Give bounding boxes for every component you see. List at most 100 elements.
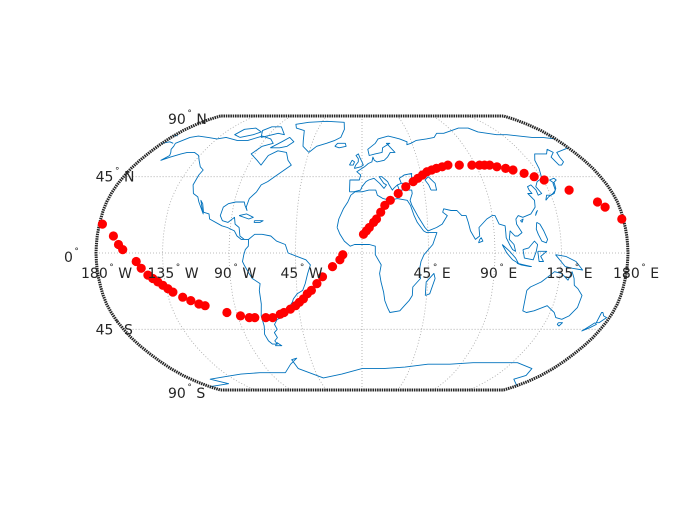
track-point: [371, 214, 382, 224]
coastline: [522, 240, 539, 261]
svg-text:90: 90: [168, 386, 186, 402]
svg-text:°: °: [233, 263, 238, 273]
track-point: [222, 307, 232, 318]
coastline: [349, 159, 355, 166]
svg-text:90: 90: [168, 112, 186, 128]
svg-text:W: W: [118, 266, 132, 282]
svg-text:S: S: [124, 322, 133, 338]
coastline: [537, 250, 548, 262]
track-point: [186, 296, 196, 306]
track-point: [501, 163, 511, 173]
svg-text:W: W: [309, 266, 323, 282]
coastline: [260, 126, 285, 138]
grid-label: 45 ° W: [281, 263, 323, 282]
svg-text:135: 135: [148, 266, 175, 282]
track-point: [136, 263, 146, 273]
track-point: [261, 313, 271, 323]
track-point: [539, 175, 549, 185]
track-point: [338, 250, 348, 260]
track-point: [385, 195, 395, 205]
coastline: [555, 254, 584, 271]
coastline: [516, 262, 532, 268]
track-point: [617, 214, 627, 224]
svg-text:°: °: [187, 109, 192, 119]
track-point: [401, 182, 411, 192]
svg-text:°: °: [300, 263, 305, 273]
track-point: [376, 207, 386, 217]
coastline: [424, 272, 436, 296]
track-point: [317, 272, 328, 282]
grid-label: 180 ° E: [613, 263, 659, 282]
svg-text:°: °: [74, 247, 79, 257]
svg-text:E: E: [584, 266, 593, 282]
track-point: [600, 202, 610, 212]
svg-text:°: °: [115, 319, 120, 329]
track-point: [200, 301, 210, 311]
coastline: [173, 134, 178, 137]
grid-label: 90 ° S: [168, 383, 205, 402]
svg-text:°: °: [433, 263, 438, 273]
track-point: [312, 279, 322, 289]
coastline: [160, 135, 292, 240]
svg-text:45: 45: [96, 170, 114, 186]
svg-text:S: S: [196, 386, 205, 402]
svg-text:N: N: [124, 170, 134, 186]
coastline: [581, 322, 597, 332]
coastline: [545, 177, 557, 201]
svg-text:°: °: [575, 263, 580, 273]
meridian-line: [162, 115, 256, 391]
track-point: [327, 262, 338, 272]
track-point: [235, 311, 246, 321]
coastline: [275, 342, 283, 347]
track-point: [485, 160, 495, 170]
coastline: [535, 222, 549, 244]
grid-label: 45 ° S: [96, 319, 133, 338]
track-point: [118, 245, 128, 255]
track-point: [467, 160, 477, 170]
coastline: [349, 147, 569, 252]
track-point: [564, 185, 574, 195]
svg-text:°: °: [176, 263, 181, 273]
coastline: [242, 233, 311, 345]
svg-text:90: 90: [214, 266, 232, 282]
svg-text:45: 45: [96, 322, 114, 338]
meridian-line: [432, 115, 496, 391]
grid-label: 90 ° N: [168, 109, 207, 128]
map-frame: [94, 114, 630, 392]
svg-text:90: 90: [480, 266, 498, 282]
svg-text:°: °: [187, 383, 192, 393]
svg-text:E: E: [508, 266, 517, 282]
track-point: [592, 197, 603, 207]
svg-text:45: 45: [414, 266, 432, 282]
track-point: [97, 219, 107, 229]
coastline: [253, 220, 264, 223]
coastline: [295, 120, 345, 153]
svg-text:°: °: [641, 263, 646, 273]
grid-label: 90 ° W: [214, 263, 256, 282]
svg-text:°: °: [115, 167, 120, 177]
coastline: [334, 142, 347, 149]
coastlines: [160, 120, 608, 388]
coastline: [349, 127, 556, 192]
grid-label: 90 ° E: [480, 263, 517, 282]
track-point: [454, 160, 464, 170]
coastline: [556, 322, 563, 327]
track-point: [519, 168, 529, 178]
coastline: [238, 213, 254, 220]
coastline: [270, 136, 295, 149]
grid-label: 180 ° W: [81, 263, 132, 282]
svg-text:W: W: [185, 266, 199, 282]
svg-text:E: E: [442, 266, 451, 282]
grid-label: 0 °: [64, 247, 79, 266]
track-point: [178, 292, 188, 302]
svg-text:0: 0: [64, 250, 73, 266]
svg-text:°: °: [109, 263, 114, 273]
grid-label: 45 ° N: [96, 167, 135, 186]
track-point: [508, 165, 518, 175]
coastline: [501, 244, 519, 264]
grid-label: 135 ° E: [547, 263, 593, 282]
track-point: [443, 160, 453, 170]
coastline: [209, 357, 533, 388]
